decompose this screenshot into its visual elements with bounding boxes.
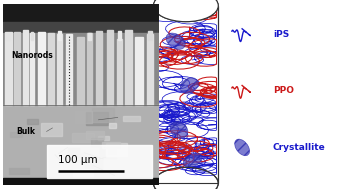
Bar: [107, 30, 113, 105]
Text: 100 μm: 100 μm: [58, 155, 97, 165]
Ellipse shape: [153, 167, 218, 189]
Bar: [10, 132, 22, 137]
Bar: [125, 30, 132, 105]
Bar: [148, 31, 151, 40]
Text: Bulk: Bulk: [16, 127, 35, 136]
Bar: [71, 154, 86, 161]
Bar: [118, 31, 121, 40]
Ellipse shape: [166, 33, 185, 49]
Bar: [153, 6, 218, 183]
Bar: [86, 112, 108, 125]
Ellipse shape: [153, 0, 218, 22]
Ellipse shape: [170, 122, 188, 139]
Ellipse shape: [153, 0, 218, 22]
Text: Crystallite: Crystallite: [273, 143, 326, 152]
Bar: [3, 33, 159, 109]
Bar: [86, 131, 104, 139]
Bar: [87, 33, 92, 105]
Bar: [3, 22, 159, 36]
Bar: [38, 32, 45, 105]
Bar: [9, 168, 29, 174]
Bar: [106, 143, 127, 156]
Bar: [3, 178, 159, 185]
Bar: [85, 159, 102, 171]
Text: iPS: iPS: [273, 29, 289, 39]
Ellipse shape: [183, 153, 202, 167]
Bar: [6, 33, 11, 40]
Bar: [23, 30, 28, 105]
Bar: [57, 34, 62, 105]
Bar: [75, 111, 92, 123]
Bar: [97, 31, 103, 105]
Ellipse shape: [180, 78, 198, 94]
Bar: [5, 32, 12, 105]
Bar: [3, 4, 159, 27]
Bar: [47, 145, 152, 178]
Bar: [88, 33, 91, 40]
Bar: [92, 108, 114, 122]
Bar: [3, 105, 159, 185]
Bar: [31, 32, 33, 40]
Bar: [102, 142, 120, 148]
Bar: [66, 34, 72, 105]
Bar: [91, 138, 103, 146]
Bar: [42, 123, 62, 136]
Bar: [123, 116, 140, 121]
Bar: [73, 169, 93, 179]
Text: PPO: PPO: [273, 86, 294, 95]
Bar: [109, 123, 116, 128]
Bar: [14, 32, 20, 105]
Bar: [58, 31, 61, 40]
Bar: [98, 136, 109, 140]
Bar: [72, 133, 94, 142]
Bar: [30, 33, 34, 105]
Text: Nanorods: Nanorods: [11, 51, 53, 60]
Bar: [100, 147, 116, 158]
Bar: [153, 6, 218, 183]
Ellipse shape: [235, 139, 250, 156]
Bar: [48, 33, 54, 105]
Bar: [76, 37, 84, 105]
Bar: [27, 119, 38, 123]
Bar: [117, 39, 122, 105]
Bar: [147, 34, 153, 105]
Bar: [135, 37, 143, 105]
Bar: [68, 148, 79, 157]
